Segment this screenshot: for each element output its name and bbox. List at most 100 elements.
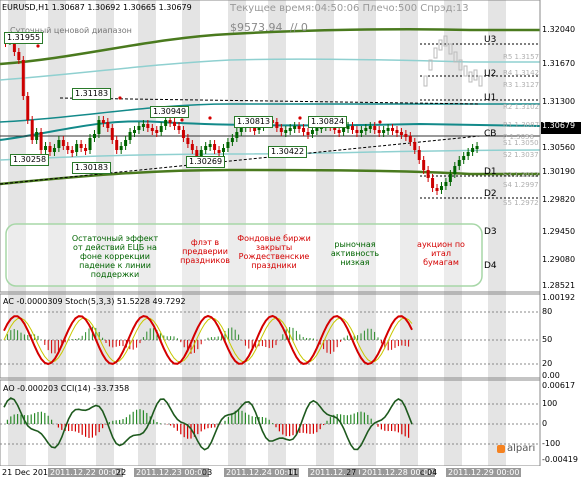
candle-body <box>364 128 368 131</box>
time-axis-label: 2011.12.29 00:00 <box>446 468 522 477</box>
projection-candle <box>443 35 448 47</box>
pivot-label: R5 1.3157 <box>503 53 540 61</box>
candle-body <box>150 128 154 131</box>
time-axis-label: 2011.12.23 00:00 <box>134 468 210 477</box>
candle-body <box>21 60 25 96</box>
candle-body <box>333 126 337 130</box>
level-label-d4: D4 <box>484 261 497 271</box>
price-tick-label: 1.30679 <box>542 121 576 130</box>
projection-candle <box>458 59 463 71</box>
candle-body <box>382 130 386 133</box>
pivot-label: S4 1.2997 <box>503 181 539 189</box>
candle-body <box>453 166 457 174</box>
candle-body <box>61 140 65 146</box>
candle-body <box>359 130 363 133</box>
candle-body <box>115 140 119 150</box>
candle-body <box>75 144 79 152</box>
candle-body <box>48 146 52 152</box>
candle-body <box>439 186 443 190</box>
price-tick-label: 1.32040 <box>542 25 576 34</box>
candle-body <box>204 146 208 150</box>
price-tick-label: 1.31300 <box>542 97 576 106</box>
candle-body <box>395 130 399 133</box>
candle-body <box>221 148 225 152</box>
candle-body <box>466 152 470 156</box>
fractal-marker <box>36 44 40 48</box>
session-band <box>488 0 506 466</box>
time-axis-label: 21 Dec 2011 <box>2 468 54 477</box>
candle-body <box>284 130 288 133</box>
candle-body <box>350 126 354 130</box>
projection-candle <box>433 47 438 59</box>
candle-body <box>208 144 212 147</box>
projection-candle <box>438 39 443 51</box>
cci-axis-label: 0.00617 <box>542 381 576 390</box>
level-label-d3: D3 <box>484 227 497 237</box>
candle-body <box>422 160 426 170</box>
candle-body <box>253 128 257 131</box>
candle-body <box>279 128 283 132</box>
candle-body <box>146 124 150 128</box>
candle-body <box>26 96 30 120</box>
candle-body <box>471 148 475 152</box>
pivot-label: S2 1.3037 <box>503 151 539 159</box>
candle-body <box>475 146 479 149</box>
candle-body <box>133 130 137 133</box>
pivot-label: R3 1.3127 <box>503 81 540 89</box>
cci-line <box>3 397 413 451</box>
candle-body <box>190 144 194 150</box>
current-price-marker <box>541 122 581 134</box>
candle-body <box>52 148 56 152</box>
session-band <box>358 0 376 466</box>
ao-cci-indicator <box>0 397 540 451</box>
candle-body <box>155 130 159 133</box>
chart-title: EURUSD,H1 1.30687 1.30692 1.30665 1.3067… <box>2 3 192 12</box>
candle-body <box>310 130 314 134</box>
price-axis-bg <box>540 0 581 480</box>
candle-body <box>230 138 234 142</box>
candle-body <box>168 120 172 123</box>
pivot-label: S5 1.2972 <box>503 199 539 207</box>
candle-body <box>337 130 341 133</box>
candle-body <box>408 136 412 142</box>
projection-candle <box>448 43 453 55</box>
candle-body <box>386 128 390 131</box>
pivot-label: S1 1.3050 <box>503 139 539 147</box>
time-axis-label: 2011.12.27 00:00 <box>308 468 384 477</box>
candle-body <box>106 122 110 128</box>
projection-candle <box>453 51 458 63</box>
fractal-marker <box>118 96 122 100</box>
ac-axis-label: 50 <box>542 335 553 344</box>
time-axis-label: c 04 <box>420 468 438 477</box>
price-level-box: 1.30813 <box>234 116 274 128</box>
candle-body <box>124 140 128 146</box>
price-tick-label: 1.28521 <box>542 281 576 290</box>
price-tick-label: 1.31670 <box>542 59 576 68</box>
level-label-u3: U3 <box>484 35 497 45</box>
time-axis: 21 Dec 2011 2011.12.22 00:00 22 2011.12.23 … <box>0 466 540 480</box>
candle-body <box>199 150 203 156</box>
annotation-box <box>5 223 483 287</box>
candle-body <box>213 144 217 150</box>
candle-body <box>164 120 168 126</box>
level-label-d1: D1 <box>484 167 497 177</box>
candle-body <box>297 126 301 129</box>
candle-body <box>346 126 350 129</box>
annotation-a5: аукцион по итал бумагам <box>417 240 465 267</box>
annotation-a4: рыночная активность низкая <box>330 240 380 267</box>
candle-body <box>399 132 403 135</box>
candle-body <box>426 170 430 178</box>
projection-candle <box>478 75 483 87</box>
candle-body <box>186 138 190 144</box>
level-label-d2: D2 <box>484 189 497 199</box>
candle-body <box>413 142 417 150</box>
candle-body <box>92 134 96 138</box>
candle-body <box>141 124 145 127</box>
candle-body <box>235 132 239 138</box>
candle-body <box>66 146 70 150</box>
candle-body <box>101 120 105 123</box>
candle-body <box>342 128 346 132</box>
candle-body <box>70 150 74 153</box>
brand-name: alpari <box>507 443 536 454</box>
level-label-cb: CB <box>484 129 497 139</box>
